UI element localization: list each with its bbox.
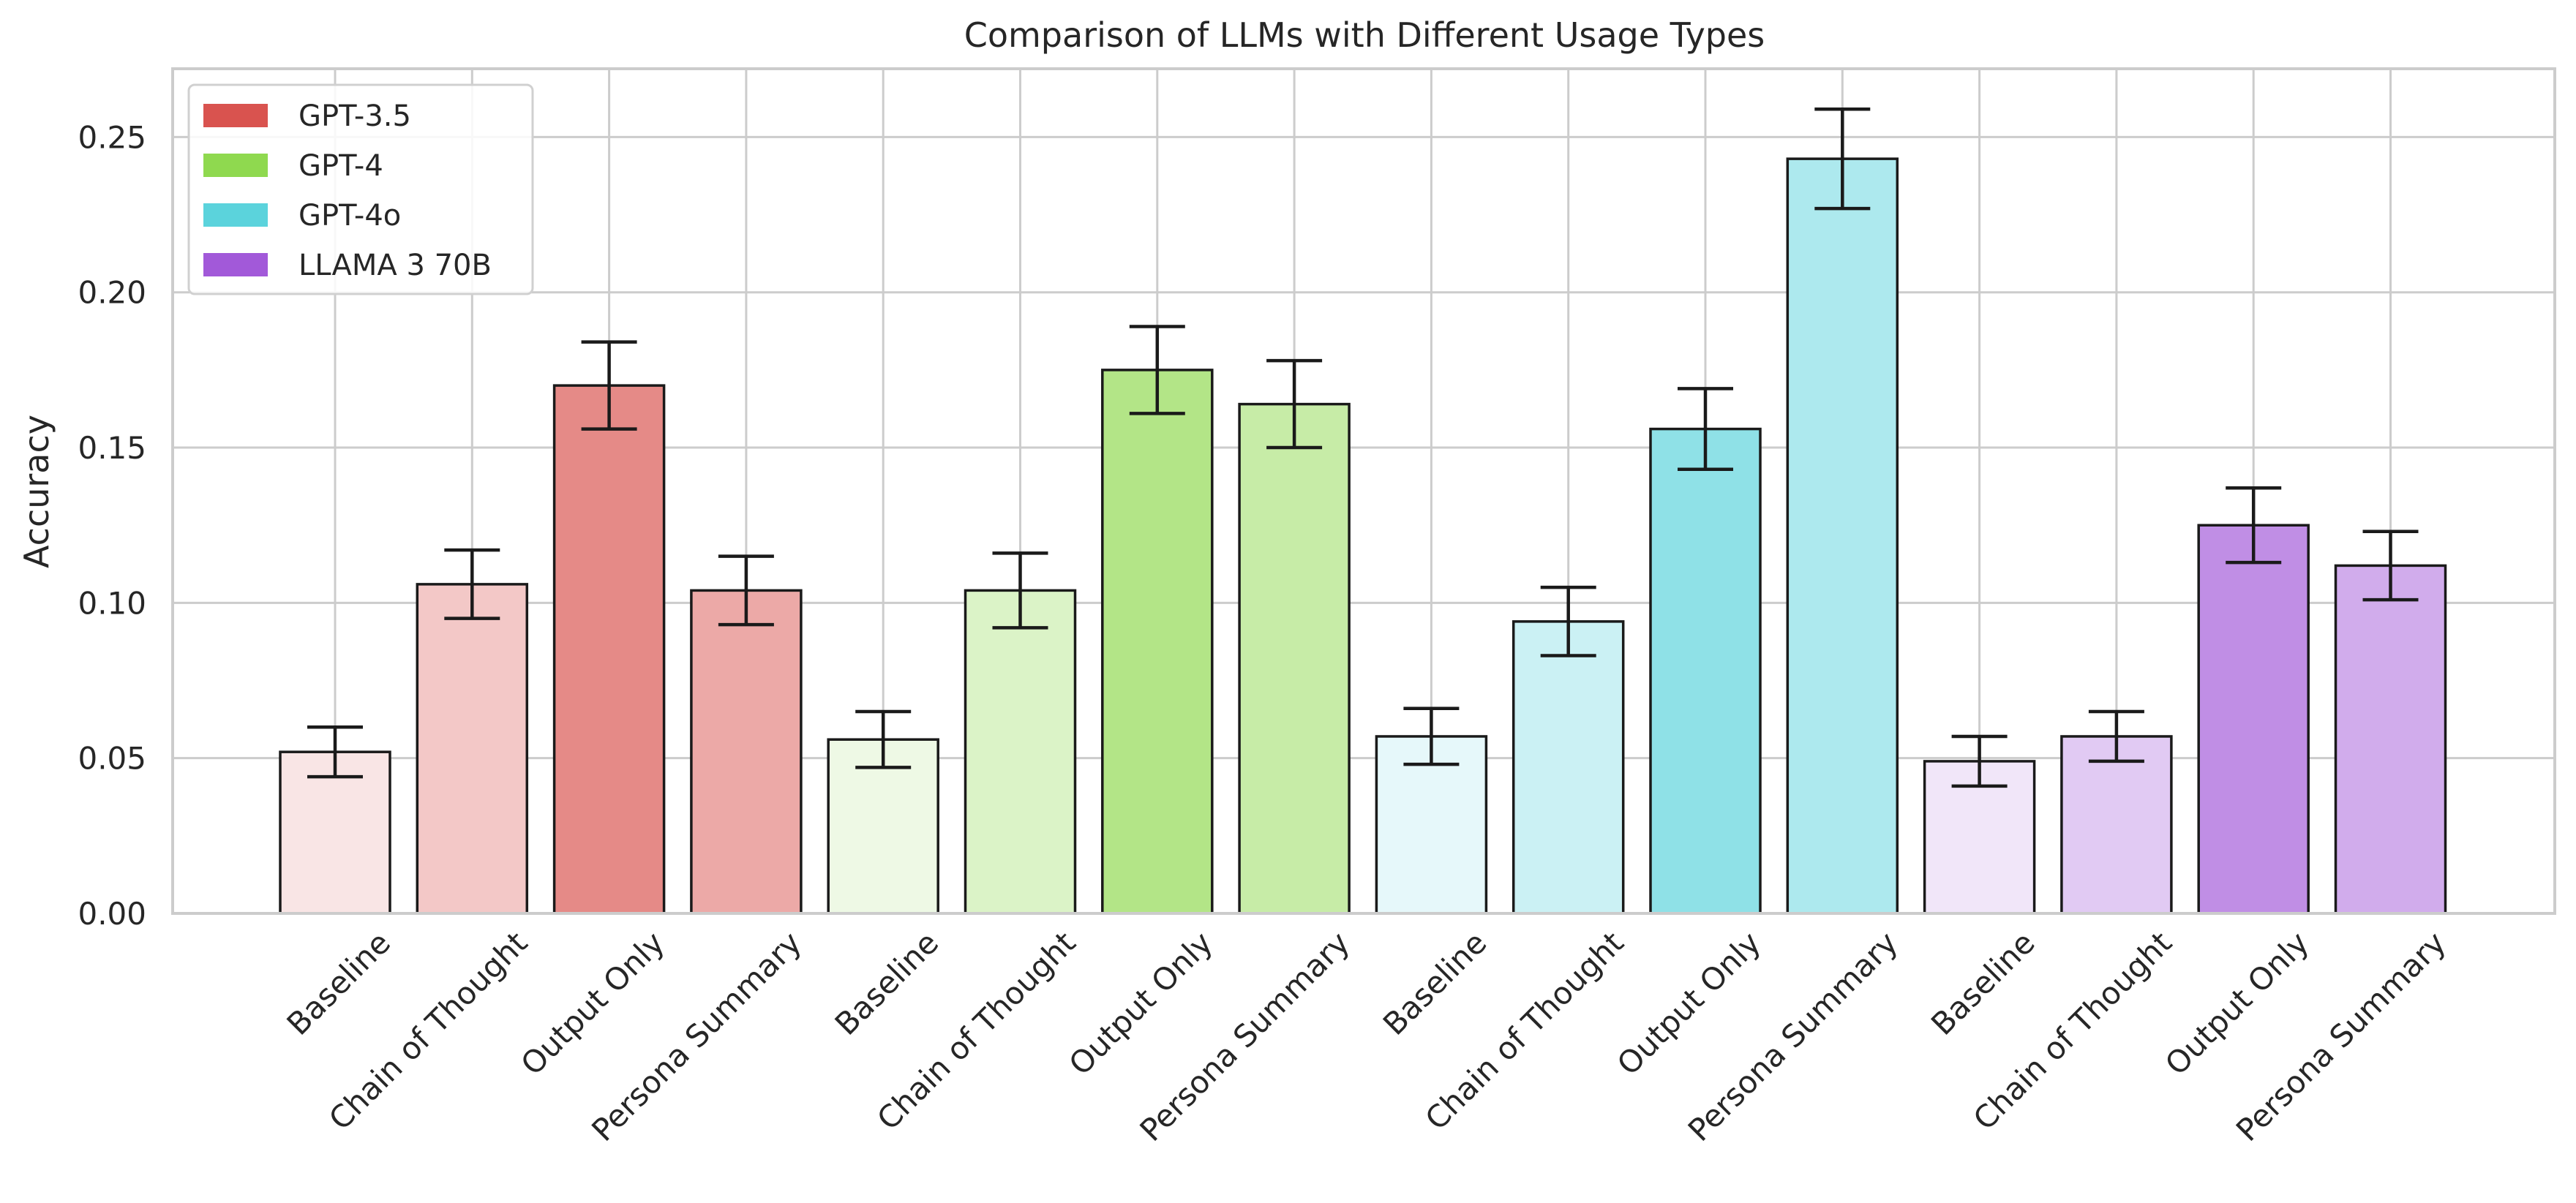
- legend-label: GPT-4o: [298, 199, 401, 233]
- x-tick-label: Baseline: [828, 924, 946, 1042]
- x-tick-label: Baseline: [280, 924, 398, 1042]
- y-tick-label: 0.25: [78, 119, 146, 155]
- plot-border: [171, 67, 2556, 915]
- y-axis-label: Accuracy: [17, 415, 56, 568]
- bar: [2197, 524, 2310, 915]
- legend: GPT-3.5 GPT-4 GPT-4o LLAMA 3 70B: [187, 83, 534, 295]
- legend-swatch: [203, 154, 268, 177]
- legend-swatch: [203, 104, 268, 127]
- y-tick-label: 0.05: [78, 741, 146, 777]
- x-tick-label: Output Only: [1610, 924, 1768, 1082]
- bar: [1512, 620, 1625, 915]
- bar: [1101, 369, 1214, 915]
- legend-box: [187, 83, 534, 295]
- legend-swatch: [203, 253, 268, 276]
- bar: [964, 589, 1077, 915]
- bar: [827, 738, 939, 915]
- bar: [1649, 427, 1762, 915]
- y-tick-label: 0.20: [78, 275, 146, 311]
- bar: [2334, 564, 2447, 915]
- bar: [416, 583, 529, 915]
- x-tick-label: Baseline: [1376, 924, 1494, 1042]
- legend-label: LLAMA 3 70B: [298, 249, 492, 282]
- bar: [2060, 735, 2173, 915]
- chart-title: Comparison of LLMs with Different Usage …: [964, 15, 1765, 55]
- bar: [1238, 402, 1351, 915]
- x-tick-label: Output Only: [1062, 924, 1220, 1082]
- bar: [552, 384, 666, 915]
- y-tick-label: 0.00: [78, 896, 146, 932]
- y-tick-label: 0.10: [78, 585, 146, 621]
- legend-label: GPT-4: [298, 149, 383, 183]
- x-tick-label: Output Only: [514, 924, 671, 1082]
- legend-swatch: [203, 203, 268, 227]
- x-tick-label: Baseline: [1924, 924, 2042, 1042]
- y-tick-label: 0.15: [78, 430, 146, 466]
- legend-label: GPT-3.5: [298, 99, 411, 133]
- x-tick-label: Output Only: [2158, 924, 2316, 1082]
- bar: [1786, 157, 1899, 915]
- bar: [690, 589, 803, 915]
